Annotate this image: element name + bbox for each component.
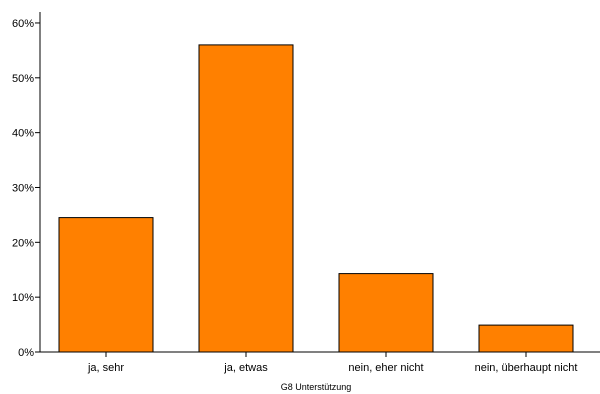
bar-1 [58, 217, 154, 353]
y-axis: 0% 10% 20% 30% 40% 50% 60% [12, 12, 41, 359]
bar-4 [478, 324, 574, 353]
y-tick-label-0: 0% [18, 347, 34, 359]
x-tick-label-3: nein, eher nicht [348, 362, 423, 374]
bars-group [58, 44, 574, 353]
x-axis-title: G8 Unterstützung [281, 382, 352, 392]
y-tick-label-20: 20% [12, 237, 34, 249]
y-tick-label-10: 10% [12, 292, 34, 304]
x-axis: ja, sehr ja, etwas nein, eher nicht nein, ü… [40, 351, 600, 374]
y-tick-label-30: 30% [12, 182, 34, 194]
x-tick-label-2: ja, etwas [223, 362, 268, 374]
y-tick-label-50: 50% [12, 73, 34, 85]
x-tick-label-4: nein, überhaupt nicht [475, 362, 578, 374]
bar-3 [338, 273, 434, 353]
y-tick-label-40: 40% [12, 128, 34, 140]
y-tick-label-60: 60% [12, 18, 34, 30]
x-tick-label-1: ja, sehr [87, 362, 124, 374]
bar-2 [198, 44, 294, 353]
